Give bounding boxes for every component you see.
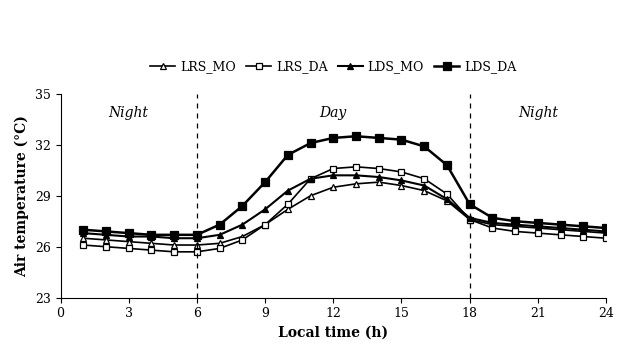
Text: Night: Night — [518, 106, 558, 120]
Text: Night: Night — [109, 106, 148, 120]
Y-axis label: Air temperature (°C): Air temperature (°C) — [15, 115, 30, 277]
Legend: LRS_MO, LRS_DA, LDS_MO, LDS_DA: LRS_MO, LRS_DA, LDS_MO, LDS_DA — [145, 55, 521, 78]
X-axis label: Local time (h): Local time (h) — [278, 326, 388, 340]
Text: Day: Day — [320, 106, 347, 120]
